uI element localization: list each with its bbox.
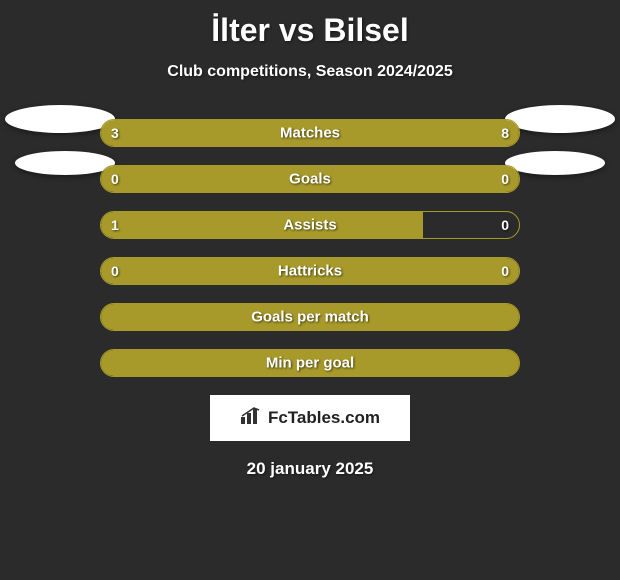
bar-mpg: Min per goal <box>100 349 520 377</box>
player-badge-left-2 <box>15 151 115 175</box>
value-left-goals: 0 <box>111 171 119 187</box>
stat-row-gpm: Goals per match <box>100 303 520 331</box>
bar-goals: 0 Goals 0 <box>100 165 520 193</box>
comparison-title: İlter vs Bilsel <box>0 0 620 49</box>
label-matches: Matches <box>280 125 340 142</box>
bar-right-goals <box>310 166 519 192</box>
chart-icon <box>240 407 262 430</box>
footer-brand-badge[interactable]: FcTables.com <box>210 395 410 441</box>
label-hattricks: Hattricks <box>278 263 342 280</box>
date-text: 20 january 2025 <box>0 459 620 479</box>
player-badge-right-1 <box>505 105 615 133</box>
value-right-hattricks: 0 <box>501 263 509 279</box>
stat-row-goals: 0 Goals 0 <box>100 165 520 193</box>
value-left-assists: 1 <box>111 217 119 233</box>
value-left-matches: 3 <box>111 125 119 141</box>
bar-right-matches <box>214 120 519 146</box>
bar-hattricks: 0 Hattricks 0 <box>100 257 520 285</box>
label-goals: Goals <box>289 171 331 188</box>
footer-brand-text: FcTables.com <box>268 408 380 428</box>
label-gpm: Goals per match <box>251 309 369 326</box>
stat-row-matches: 3 Matches 8 <box>100 119 520 147</box>
bar-gpm: Goals per match <box>100 303 520 331</box>
player-badge-right-2 <box>505 151 605 175</box>
bar-assists: 1 Assists 0 <box>100 211 520 239</box>
stat-row-mpg: Min per goal <box>100 349 520 377</box>
bar-left-goals <box>101 166 310 192</box>
bar-matches: 3 Matches 8 <box>100 119 520 147</box>
bar-left-assists <box>101 212 423 238</box>
stat-row-assists: 1 Assists 0 <box>100 211 520 239</box>
value-right-matches: 8 <box>501 125 509 141</box>
player-badge-left-1 <box>5 105 115 133</box>
label-assists: Assists <box>283 217 336 234</box>
value-right-goals: 0 <box>501 171 509 187</box>
value-right-assists: 0 <box>501 217 509 233</box>
value-left-hattricks: 0 <box>111 263 119 279</box>
chart-area: 3 Matches 8 0 Goals 0 1 Assists 0 <box>0 119 620 377</box>
comparison-subtitle: Club competitions, Season 2024/2025 <box>0 63 620 81</box>
label-mpg: Min per goal <box>266 355 354 372</box>
stat-row-hattricks: 0 Hattricks 0 <box>100 257 520 285</box>
